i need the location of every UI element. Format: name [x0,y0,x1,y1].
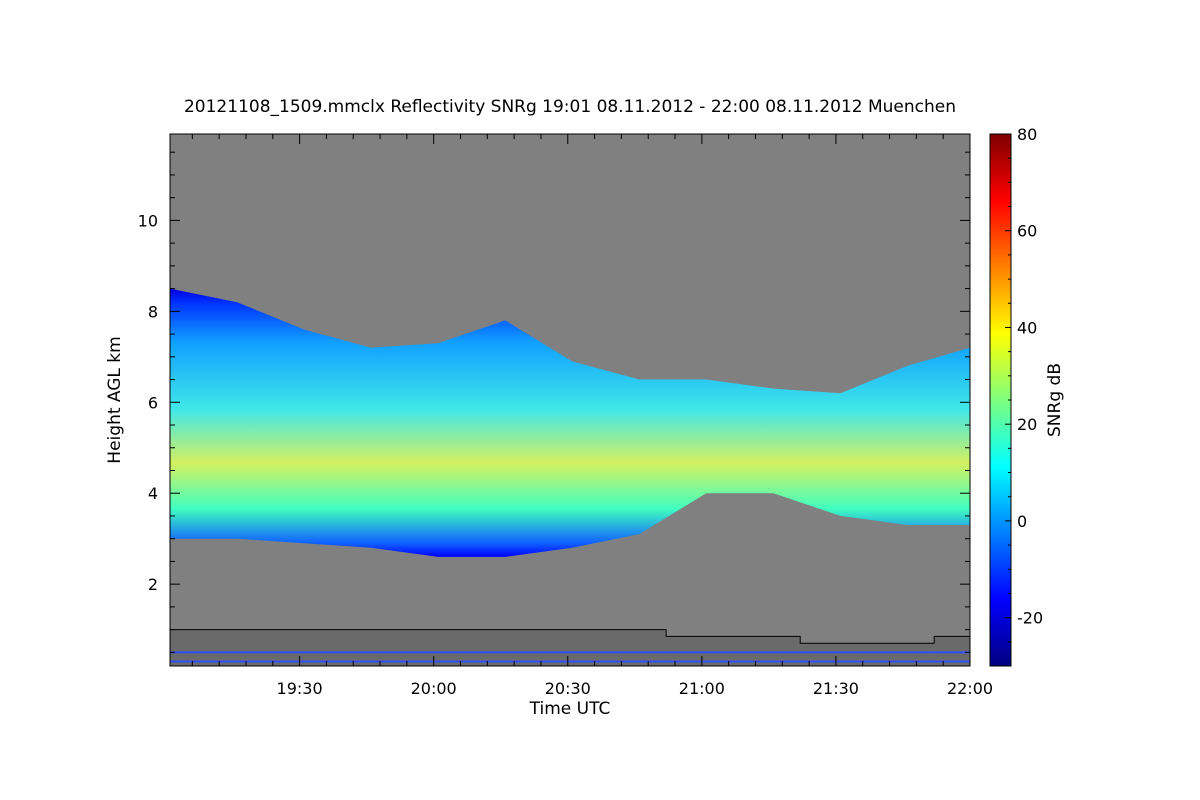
chart-title: 20121108_1509.mmclx Reflectivity SNRg 19… [183,97,957,117]
x-tick-label: 21:00 [679,679,725,698]
colorbar-tick-label: 40 [1017,318,1037,337]
x-axis: 19:30 20:00 20:30 21:00 21:30 22:00 [191,134,993,698]
y-tick-label: 6 [148,393,158,412]
colorbar-tick-label: 60 [1017,222,1037,241]
cloud-layer [170,288,970,557]
x-tick-label: 20:30 [545,679,591,698]
y-tick-label: 2 [148,575,158,594]
y-axis: 2 4 6 8 10 [138,151,970,653]
colorbar-ticks: 80 60 40 20 0 -20 [1005,125,1043,667]
colorbar-label: SNRg dB [1045,363,1065,437]
x-tick-label: 22:00 [947,679,993,698]
blind-zone [170,629,667,666]
colorbar [989,133,1012,667]
y-tick-label: 4 [148,484,158,503]
colorbar-tick-label: 80 [1017,125,1037,144]
x-tick-label: 21:30 [813,679,859,698]
colorbar-tick-label: 0 [1017,512,1027,531]
y-tick-label: 10 [138,211,158,230]
plot-frame [169,133,971,667]
x-tick-label: 19:30 [277,679,323,698]
y-axis-label: Height AGL km [105,336,125,463]
colorbar-tick-label: -20 [1017,609,1043,628]
blind-zone [800,643,935,666]
colorbar-tick-label: 20 [1017,415,1037,434]
blind-zone-boundary [170,629,970,644]
x-tick-label: 20:00 [411,679,457,698]
x-axis-label: Time UTC [529,699,611,719]
plot-content [170,288,970,666]
y-tick-label: 8 [148,302,158,321]
